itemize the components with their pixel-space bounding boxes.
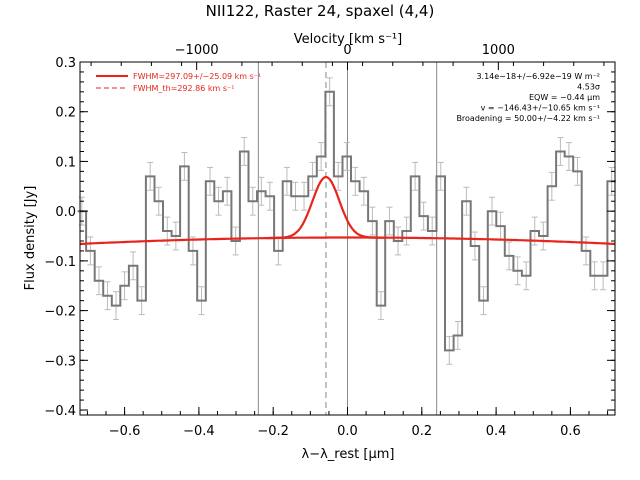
spectrum-series bbox=[77, 90, 616, 352]
fit-series bbox=[79, 175, 616, 246]
y-tick-label: −0.4 bbox=[44, 404, 76, 419]
spectrum-line bbox=[77, 90, 616, 352]
legend-label-1: FWHM_th=292.86 km s⁻¹ bbox=[133, 84, 234, 93]
annotation-2: EQW = −0.44 μm bbox=[529, 93, 600, 102]
x-tick-label: 0.0 bbox=[337, 424, 358, 439]
legend: FWHM=297.09+/−25.09 km s⁻¹ FWHM_th=292.86… bbox=[96, 72, 261, 93]
y-tick-label: 0.2 bbox=[55, 106, 76, 121]
x-tick-label: 0.6 bbox=[560, 424, 581, 439]
legend-label-0: FWHM=297.09+/−25.09 km s⁻¹ bbox=[133, 72, 261, 81]
annotation-3: v = −146.43+/−10.65 km s⁻¹ bbox=[481, 104, 600, 113]
y-tick-label: 0.3 bbox=[55, 56, 76, 71]
y-tick-label: 0.0 bbox=[55, 205, 76, 220]
chart-title: NII122, Raster 24, spaxel (4,4) bbox=[206, 2, 435, 20]
fit-gaussian bbox=[267, 175, 386, 240]
x-axis-label: λ−λ_rest [μm] bbox=[302, 447, 395, 462]
top-tick-label: −1000 bbox=[175, 43, 219, 58]
annotation-1: 4.53σ bbox=[577, 83, 600, 92]
x-tick-label: −0.4 bbox=[183, 424, 215, 439]
annotation-4: Broadening = 50.00+/−4.22 km s⁻¹ bbox=[456, 114, 600, 123]
top-tick-label: 0 bbox=[343, 43, 351, 58]
x-tick-label: −0.6 bbox=[109, 424, 141, 439]
annotation-0: 3.14e−18+/−6.92e−19 W m⁻² bbox=[476, 72, 600, 81]
y-tick-label: −0.1 bbox=[44, 255, 76, 270]
y-tick-label: −0.2 bbox=[44, 305, 76, 320]
x-tick-label: 0.4 bbox=[486, 424, 507, 439]
y-axis-label: Flux density [Jy] bbox=[23, 186, 38, 291]
x-tick-label: 0.2 bbox=[411, 424, 432, 439]
y-tick-label: 0.1 bbox=[55, 155, 76, 170]
x-tick-label: −0.2 bbox=[257, 424, 289, 439]
top-tick-label: 1000 bbox=[482, 43, 515, 58]
top-axis-label: Velocity [km s⁻¹] bbox=[294, 32, 402, 47]
axis-ticks: −0.6 −0.4 −0.2 0.0 0.2 0.4 0.6 −1000 0 1000 0.3 0.2… bbox=[44, 43, 615, 439]
y-tick-label: −0.3 bbox=[44, 354, 76, 369]
